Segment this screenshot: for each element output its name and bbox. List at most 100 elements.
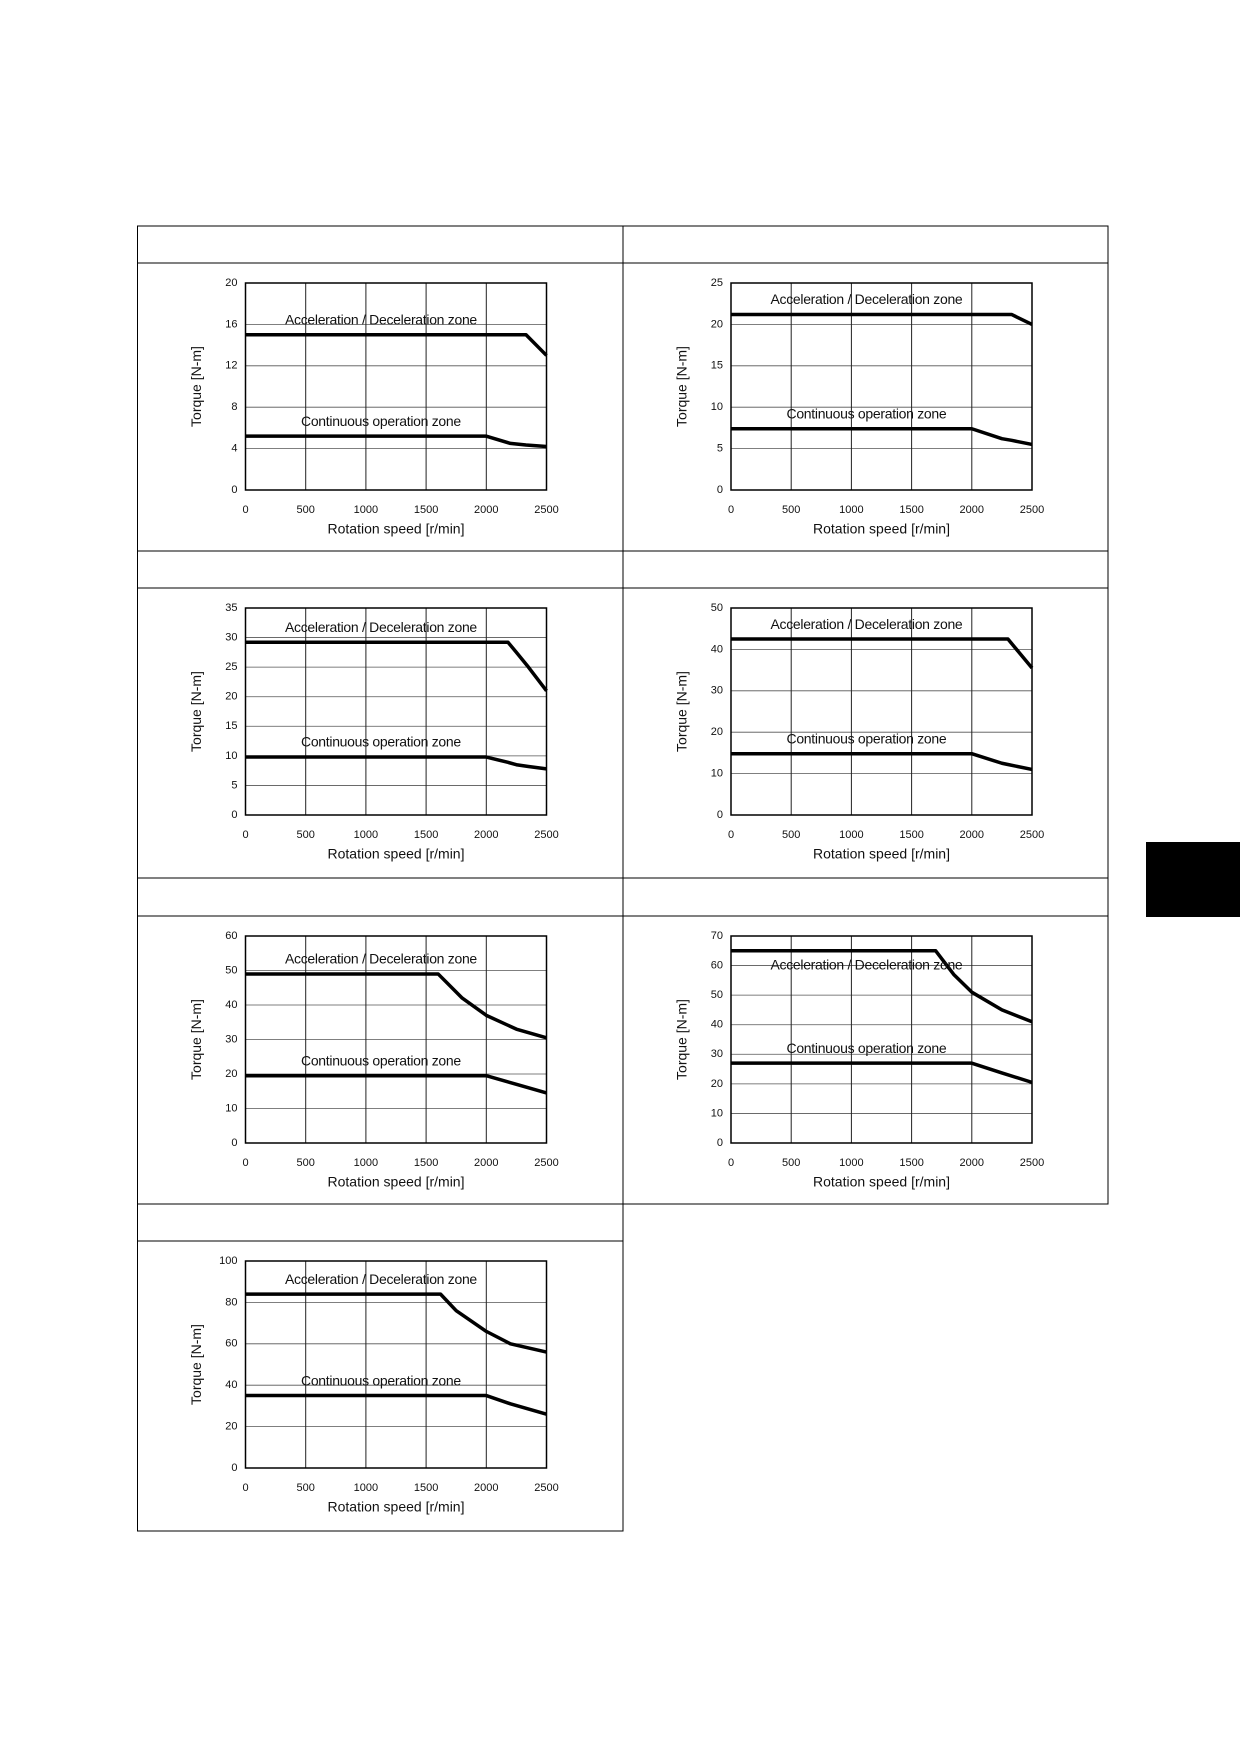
- y-tick-label: 15: [711, 360, 723, 372]
- x-tick-label: 2000: [474, 829, 498, 841]
- zone-label: Continuous operation zone: [301, 1372, 461, 1388]
- y-tick-label: 10: [711, 768, 723, 780]
- zone-label: Continuous operation zone: [787, 405, 947, 421]
- series-line: [731, 949, 1033, 1024]
- y-tick-label: 10: [711, 401, 723, 413]
- y-tick-label: 40: [711, 643, 723, 655]
- x-tick-label: 0: [242, 1482, 248, 1494]
- x-tick-label: 1500: [899, 504, 923, 516]
- y-axis-label: Torque [N-m]: [674, 346, 690, 427]
- y-tick-label: 0: [231, 484, 237, 496]
- series-line: [731, 312, 1033, 326]
- cell: [622, 877, 1109, 1205]
- x-tick-label: 500: [297, 1157, 315, 1169]
- y-tick-label: 20: [711, 726, 723, 738]
- y-tick-label: 20: [225, 1421, 237, 1433]
- x-axis-label: Rotation speed [r/min]: [813, 846, 950, 862]
- y-tick-label: 35: [225, 602, 237, 614]
- y-tick-label: 0: [231, 1462, 237, 1474]
- chart: 0 5 10 15 20 25 30 35 0 500 1000 1500 2000 2500 Rotati…: [188, 602, 559, 862]
- y-tick-label: 20: [225, 691, 237, 703]
- plot-frame: [730, 607, 1033, 816]
- series-line: [245, 1292, 547, 1354]
- y-axis-label: Torque [N-m]: [188, 671, 204, 752]
- x-tick-label: 2500: [534, 1157, 558, 1169]
- x-tick-label: 1500: [414, 1157, 438, 1169]
- series-line: [731, 426, 1033, 447]
- x-tick-label: 1000: [354, 1157, 378, 1169]
- x-axis-label: Rotation speed [r/min]: [328, 846, 465, 862]
- x-axis-label: Rotation speed [r/min]: [813, 521, 950, 537]
- zone-label: Acceleration / Deceleration zone: [770, 956, 962, 972]
- y-axis-label: Torque [N-m]: [674, 671, 690, 752]
- x-tick-label: 0: [728, 829, 734, 841]
- plot-frame: [244, 1260, 548, 1469]
- cell: [137, 1203, 624, 1532]
- series-line: [245, 972, 547, 1040]
- series-line: [245, 434, 547, 449]
- x-tick-label: 2000: [474, 504, 498, 516]
- y-tick-label: 100: [219, 1255, 237, 1267]
- y-tick-label: 30: [711, 685, 723, 697]
- x-tick-label: 0: [242, 504, 248, 516]
- series-line: [245, 1393, 547, 1416]
- x-tick-label: 500: [782, 1157, 800, 1169]
- y-tick-label: 0: [231, 1137, 237, 1149]
- x-tick-label: 2000: [960, 829, 984, 841]
- y-tick-label: 30: [711, 1048, 723, 1060]
- cell: [137, 225, 624, 552]
- y-tick-label: 0: [717, 1137, 723, 1149]
- x-tick-label: 0: [728, 1157, 734, 1169]
- x-tick-label: 2500: [1020, 504, 1044, 516]
- series-line: [245, 1073, 547, 1095]
- y-tick-label: 12: [225, 360, 237, 372]
- y-tick-label: 25: [225, 661, 237, 673]
- x-tick-label: 2000: [474, 1482, 498, 1494]
- zone-label: Acceleration / Deceleration zone: [285, 311, 477, 327]
- chart: 0 5 10 15 20 25 0 500 1000 1500 2000 2500 Rotation s…: [674, 277, 1045, 537]
- x-tick-label: 2500: [534, 1482, 558, 1494]
- chart: 0 4 8 12 16 20 0 500 1000 1500 2000 2500 Rotation sp…: [188, 277, 559, 537]
- x-tick-label: 1000: [839, 1157, 863, 1169]
- plot-frame: [730, 282, 1033, 491]
- y-tick-label: 30: [225, 631, 237, 643]
- y-axis-label: Torque [N-m]: [188, 999, 204, 1080]
- zone-label: Acceleration / Deceleration zone: [285, 951, 477, 967]
- x-axis-label: Rotation speed [r/min]: [328, 1174, 465, 1190]
- y-tick-label: 8: [231, 401, 237, 413]
- y-tick-label: 30: [225, 1033, 237, 1045]
- y-tick-label: 80: [225, 1296, 237, 1308]
- x-tick-label: 1500: [414, 504, 438, 516]
- plot-frame: [244, 282, 548, 491]
- series-line: [245, 333, 548, 357]
- y-tick-label: 0: [717, 484, 723, 496]
- x-tick-label: 1500: [899, 1157, 923, 1169]
- zone-label: Continuous operation zone: [787, 730, 947, 746]
- y-tick-label: 40: [711, 1019, 723, 1031]
- section-tab: [1146, 842, 1240, 917]
- x-tick-label: 2500: [1020, 1157, 1044, 1169]
- x-tick-label: 500: [782, 829, 800, 841]
- x-tick-label: 1500: [899, 829, 923, 841]
- chart: 0 10 20 30 40 50 60 0 500 1000 1500 2000 2500 Rotatio…: [188, 930, 559, 1190]
- y-tick-label: 60: [225, 1338, 237, 1350]
- y-tick-label: 4: [231, 443, 237, 455]
- x-tick-label: 1000: [354, 504, 378, 516]
- y-tick-label: 70: [711, 930, 723, 942]
- zone-label: Acceleration / Deceleration zone: [770, 291, 962, 307]
- x-tick-label: 2500: [534, 504, 558, 516]
- y-tick-label: 20: [225, 277, 237, 289]
- y-tick-label: 40: [225, 1379, 237, 1391]
- cell: [137, 877, 624, 1205]
- y-tick-label: 10: [711, 1107, 723, 1119]
- y-tick-label: 20: [711, 318, 723, 330]
- zone-label: Continuous operation zone: [301, 413, 461, 429]
- series-line: [731, 1061, 1033, 1085]
- y-tick-label: 0: [231, 809, 237, 821]
- table-frame: [137, 225, 1109, 1532]
- plot-frame: [244, 935, 548, 1144]
- x-tick-label: 1000: [354, 1482, 378, 1494]
- zone-label: Acceleration / Deceleration zone: [770, 616, 962, 632]
